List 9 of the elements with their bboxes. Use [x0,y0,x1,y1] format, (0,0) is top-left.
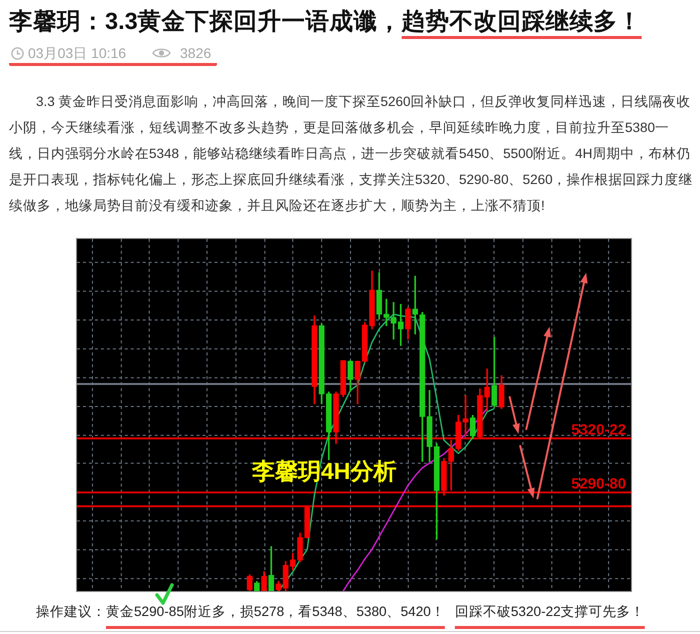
chart-title: 李馨玥：3.3黄金下探回升一语成谶，趋势不改回踩继续多！ [9,8,642,34]
annotation: 5290-80 [571,475,626,492]
text: 3.3 黄金昨日受消息面影响，冲高回落，晚间一度下探至5260回补缺口，但反弹收复同样迅速，日线隔夜收小阴，今天继续看涨，短线调整不改多头趋势，更是回落做多机会，早间延续昨晚力度，目前拉升至5380一线，日内强弱分水岭在5348，能够站稳继续看昨日高点，进一步突破就看5450、5500附近。4H周期中，布林仍是开口表现，指标钝化偏上，形态上探底回升继续看涨，支撑关注5320、5290-80、5260，操作根据回踩力度继续做多，地缘局势目前没有缓和迹象，并且风险还在逐步扩大，顺势为主，上涨不猜顶! [9,93,694,215]
text: 黄金5290-85附近多，损5278，看5348、5380、5420！ [106,604,445,619]
text: 回踩不破5320-22支撑可先多！ [454,604,645,619]
chart-subtitle: 03月03日 10:16 [28,45,126,62]
annotation: 5320-22 [571,421,626,438]
text: 3826 [180,45,212,62]
text: 操作建议： [36,604,106,619]
